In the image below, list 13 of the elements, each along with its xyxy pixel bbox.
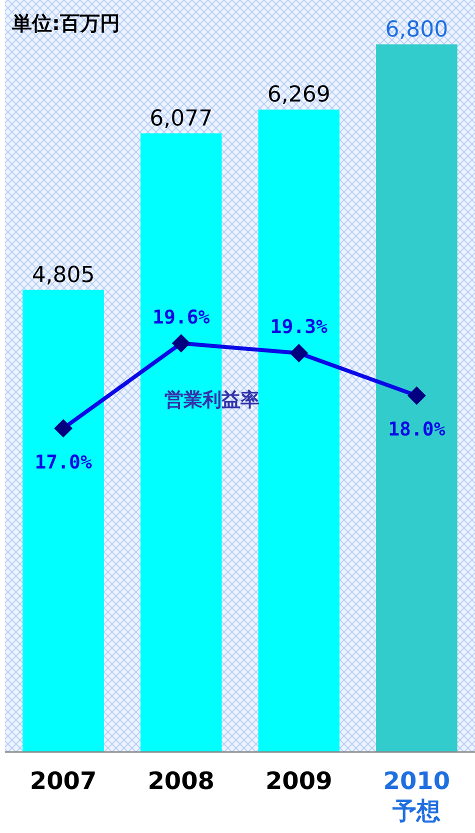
x-tick-label: 2008	[148, 767, 214, 795]
data-label: 6,800	[385, 17, 448, 42]
data-label: 6,269	[267, 82, 330, 108]
data-label: 17.0%	[34, 451, 92, 474]
x-tick-label: 2009	[266, 767, 332, 795]
data-label: 19.6%	[152, 306, 210, 328]
data-label: 4,805	[32, 262, 95, 288]
data-label: 18.0%	[388, 418, 446, 441]
x-tick-label: 2010 予想	[383, 767, 450, 825]
text: 単位:百万円	[11, 11, 120, 35]
x-tick-label: 2007	[30, 767, 97, 795]
data-label: 6,077	[150, 106, 213, 132]
data-label: 19.3%	[270, 316, 328, 338]
